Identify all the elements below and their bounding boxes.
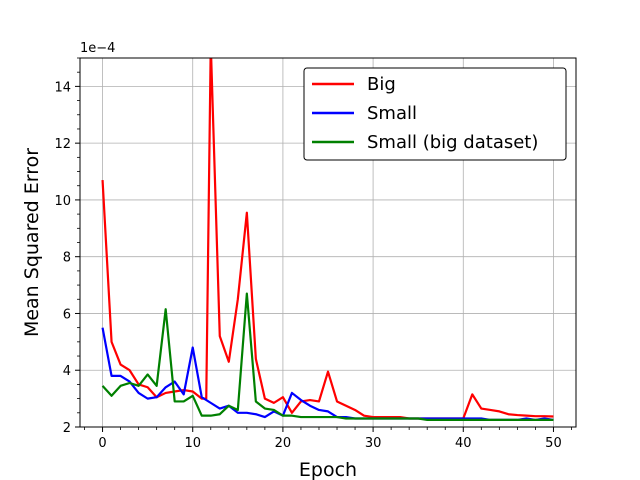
y-tick-label: 10 <box>54 194 71 209</box>
x-tick-label: 0 <box>98 436 106 451</box>
y-tick-label: 4 <box>63 364 71 379</box>
legend-box <box>303 67 567 161</box>
series-line-2 <box>101 292 554 421</box>
y-tick-label: 2 <box>63 421 71 436</box>
legend: Big Small Small (big dataset) <box>303 67 567 161</box>
series-line-1 <box>101 327 554 421</box>
plot-series <box>101 58 554 421</box>
y-axis-offset-label: 1e−4 <box>80 41 115 56</box>
legend-label-0: Big <box>367 74 396 95</box>
x-tick-label: 40 <box>455 436 472 451</box>
y-tick-label: 6 <box>63 307 71 322</box>
axis-ticks: 0 10 20 30 40 50 2 4 6 8 10 12 14 <box>54 57 572 451</box>
y-tick-label: 14 <box>54 80 71 95</box>
x-tick-label: 50 <box>545 436 562 451</box>
x-tick-label: 20 <box>275 436 292 451</box>
x-tick-label: 10 <box>184 436 201 451</box>
legend-label-1: Small <box>367 103 417 124</box>
y-tick-label: 12 <box>54 137 71 152</box>
y-axis-label: Mean Squared Error <box>21 148 43 337</box>
series-line-0 <box>101 58 554 420</box>
legend-label-2: Small (big dataset) <box>367 132 538 153</box>
x-tick-label: 30 <box>365 436 382 451</box>
x-axis-label: Epoch <box>299 459 357 480</box>
grid <box>80 58 576 428</box>
y-tick-label: 8 <box>63 251 71 266</box>
